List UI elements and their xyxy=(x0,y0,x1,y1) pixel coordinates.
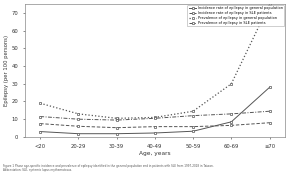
X-axis label: Age, years: Age, years xyxy=(139,151,171,156)
Y-axis label: Epilepsy (per 100 persons): Epilepsy (per 100 persons) xyxy=(4,35,9,106)
Legend: Incidence rate of epilepsy in general population, Incidence rate of epilepsy in : Incidence rate of epilepsy in general po… xyxy=(187,5,284,26)
Text: Figure 1 Phase age-specific incidence and prevalence of epilepsy identified in t: Figure 1 Phase age-specific incidence an… xyxy=(3,164,214,172)
